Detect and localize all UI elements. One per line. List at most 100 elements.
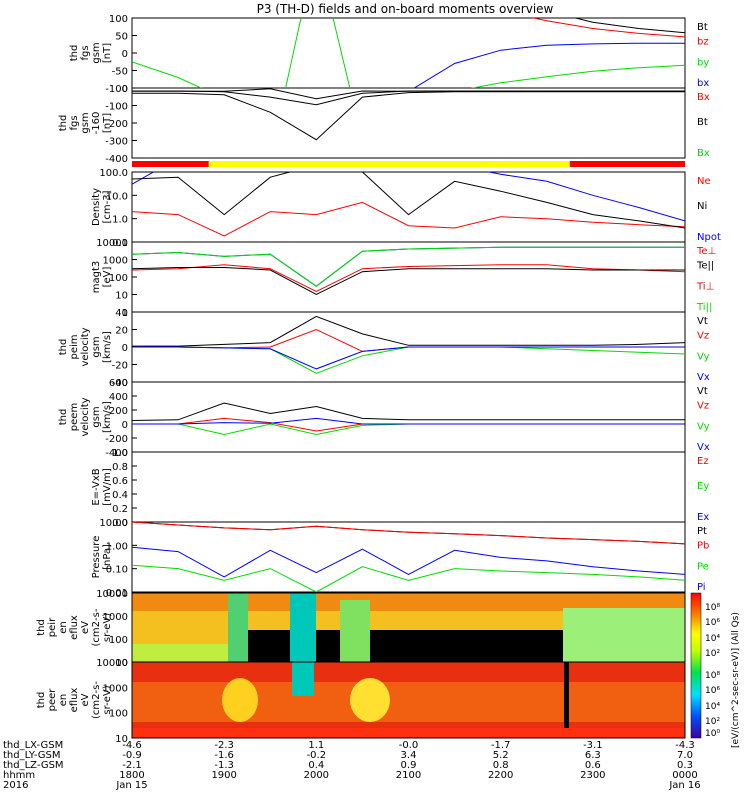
panel-vele: 600 400 200 0 -200 -400 thd peem velocity gsm [km/…	[58, 378, 710, 459]
panel-frame	[131, 87, 686, 159]
series-line	[132, 564, 685, 592]
y-axis-label: velocity	[80, 397, 91, 436]
x-row-label: 2016	[3, 780, 28, 791]
legend-entry: Pe	[697, 561, 709, 572]
legend-entry: Ez	[697, 456, 709, 467]
x-tick-label: Jan 16	[668, 780, 700, 791]
y-tick-label: -100	[105, 102, 128, 113]
series-line	[531, 18, 685, 38]
x-row-label: thd_LX-GSM	[3, 740, 63, 751]
series-line	[573, 18, 685, 34]
y-tick-label: 100.0	[99, 168, 128, 179]
y-tick-label: 10.00	[99, 518, 128, 529]
y-tick-label: 1.0	[112, 215, 128, 226]
x-row-label: thd_LY-GSM	[3, 750, 60, 761]
y-tick-label: -20	[112, 361, 128, 372]
x-tick-label: 2300	[580, 770, 605, 781]
legend-entry: Npot	[697, 232, 721, 243]
y-axis-label: [km/s]	[102, 331, 113, 363]
series-line	[132, 315, 685, 347]
y-axis-label: gsm	[91, 336, 102, 357]
series-line	[132, 246, 685, 287]
y-tick-label: -400	[105, 154, 128, 165]
series-line	[132, 417, 685, 425]
series-line	[132, 267, 685, 296]
series-line	[132, 402, 685, 421]
x-tick-label: 0000	[672, 770, 697, 781]
y-tick-label: 20	[115, 326, 128, 337]
y-axis-label: gsm	[91, 406, 102, 427]
y-axis-label: thd	[58, 115, 69, 132]
panel-fgs: 100 50 0 -50 -100 thd fgs gsm [nT] Bt bz by bx	[69, 14, 709, 95]
x-tick-label: 3.4	[401, 750, 417, 761]
x-tick-label: -0.9	[122, 750, 142, 761]
y-tick-label: 400	[109, 392, 128, 403]
y-axis-label: fgs	[80, 45, 91, 60]
x-tick-label: Jan 15	[115, 780, 147, 791]
x-tick-label: -1.3	[214, 760, 234, 771]
y-axis-label: [nT]	[102, 43, 113, 63]
series-line	[132, 522, 685, 545]
legend-entry: Ti||	[696, 302, 712, 313]
y-tick-label: -400	[105, 448, 128, 459]
colorbar-tick: 10⁴	[705, 634, 720, 644]
legend-entry: Pi	[697, 582, 706, 593]
panel-density: 100.0 10.0 1.0 0.1 Density [cm-3] Ne Ni Npot	[91, 168, 721, 249]
colorbar-tick: 10⁸	[705, 671, 720, 681]
y-axis-label: thd	[69, 45, 80, 62]
y-tick-label: 600	[109, 378, 128, 389]
y-axis-label: [eV]	[102, 267, 113, 288]
series-line	[132, 346, 685, 374]
y-tick-label: 0.6	[112, 476, 128, 487]
legend-entry: bz	[697, 37, 709, 48]
y-tick-label: 1000	[103, 256, 128, 267]
series-group	[132, 88, 685, 141]
legend-entry: Vt	[697, 316, 708, 327]
x-tick-label: -2.3	[214, 740, 234, 751]
panel-frame	[131, 381, 686, 453]
series-line	[132, 264, 685, 292]
y-axis-label: eflux	[69, 688, 80, 713]
colorbar-tick: 10⁴	[705, 702, 720, 712]
series-line	[132, 346, 685, 370]
legend-entry: by	[697, 57, 709, 68]
y-tick-label: 1.00	[106, 541, 128, 552]
x-tick-label: 5.2	[493, 750, 509, 761]
y-axis-label: -160	[91, 112, 102, 135]
y-axis-label: velocity	[80, 327, 91, 366]
panel-frame	[131, 241, 686, 313]
y-axis-label: (cm2-s-	[91, 681, 102, 719]
series-group	[132, 246, 685, 296]
electron-spectrogram	[131, 661, 686, 739]
panel-pressure: 10.00 1.00 0.10 0.01 Pressure [nPa] Pt Pb Pe Pi	[91, 518, 709, 599]
x-tick-label: -1.7	[491, 740, 511, 751]
y-axis-label: sr-eV)	[102, 613, 113, 642]
y-axis-label: [km/s]	[102, 401, 113, 433]
series-line	[132, 18, 685, 88]
y-tick-label: -300	[105, 137, 128, 148]
x-tick-label: 0.6	[585, 760, 601, 771]
y-tick-label: 10	[115, 658, 128, 669]
colorbar: 10⁸ 10⁶ 10⁴ 10² 10⁸ 10⁶ 10⁴ 10² 10⁰ [eV/…	[690, 592, 741, 748]
y-tick-label: -200	[105, 434, 128, 445]
y-tick-label: 10000	[96, 658, 128, 669]
panel-peir: 10000 1000 100 10 thd peir en eflux eV (cm2-s-sr-…	[36, 589, 137, 669]
y-tick-label: 100	[109, 709, 128, 720]
y-axis-label: [cm-3]	[102, 190, 113, 223]
y-axis-label: [nT]	[102, 113, 113, 133]
y-tick-label: 10000	[96, 238, 128, 249]
legend-entry: Te⊥	[696, 246, 716, 257]
colorbar-tick: 10⁶	[705, 686, 720, 696]
y-tick-label: 0.4	[112, 490, 128, 501]
x-tick-label: 1800	[119, 770, 144, 781]
legend-entry: Pt	[697, 526, 707, 537]
y-tick-label: 100	[109, 635, 128, 646]
y-axis-label: fgs	[69, 115, 80, 130]
x-tick-label: 2000	[304, 770, 329, 781]
panel-frame	[131, 521, 686, 593]
legend-entry: Ey	[697, 481, 709, 492]
colorbar-tick: 10⁶	[705, 618, 720, 628]
y-axis-label: gsm	[91, 42, 102, 63]
y-tick-label: 1000	[103, 683, 128, 694]
